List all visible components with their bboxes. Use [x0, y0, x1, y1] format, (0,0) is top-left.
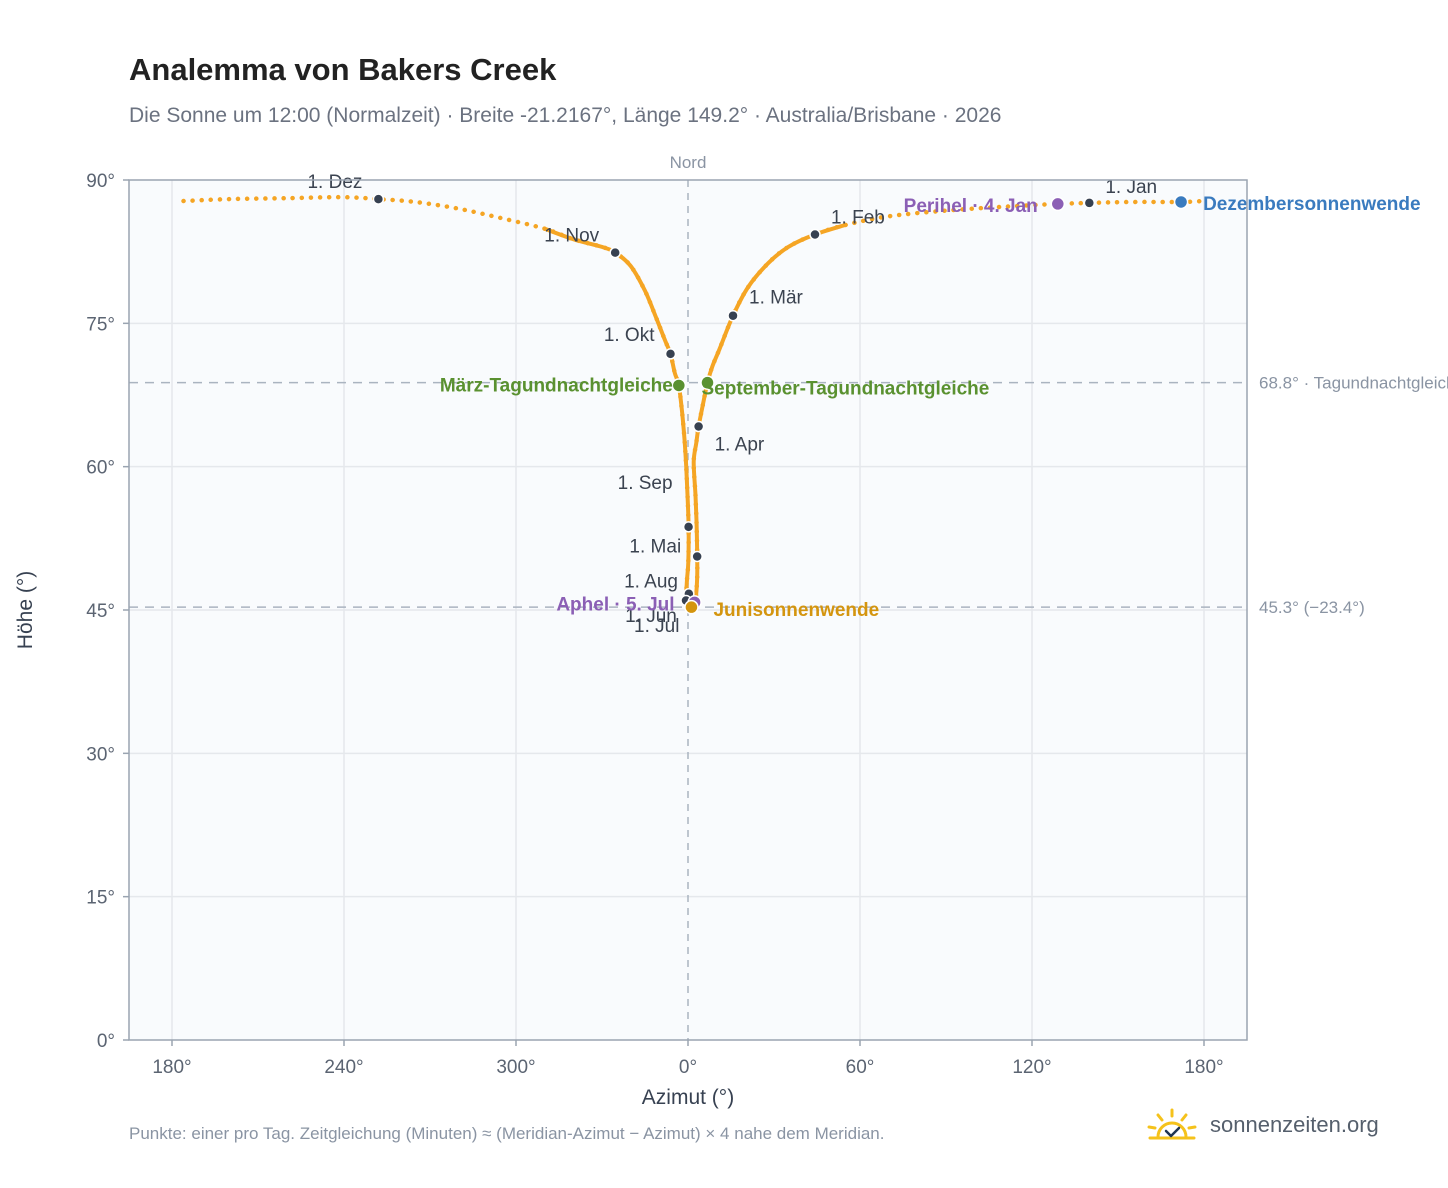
event-label: Dezembersonnenwende: [1203, 194, 1421, 215]
event-label: Perihel · 4. Jan: [904, 196, 1038, 217]
reference-line-label: 45.3° (−23.4°): [1259, 598, 1365, 617]
y-tick-label: 75°: [86, 314, 115, 335]
x-tick-label: 0°: [679, 1057, 697, 1078]
event-label: September-Tagundnachtgleiche: [701, 379, 989, 400]
event-label: Junisonnenwende: [713, 600, 879, 621]
event-marker-perihelion: [1050, 196, 1066, 212]
month-marker: [727, 309, 739, 322]
month-label: 1. Jan: [1105, 177, 1157, 198]
month-label: 1. Jun: [625, 606, 677, 627]
y-tick-label: 15°: [86, 888, 115, 909]
event-marker-winter-solstice: [1173, 194, 1189, 210]
month-marker: [664, 348, 677, 360]
month-label: 1. Nov: [544, 226, 599, 247]
y-tick-label: 90°: [86, 171, 115, 192]
month-marker: [809, 228, 821, 241]
month-label: 1. Apr: [715, 435, 765, 456]
month-label: 1. Aug: [624, 571, 678, 592]
y-tick-label: 0°: [97, 1031, 115, 1052]
x-tick-label: 60°: [846, 1057, 875, 1078]
x-tick-label: 180°: [152, 1057, 191, 1078]
footnote: Punkte: einer pro Tag. Zeitgleichung (Mi…: [129, 1124, 885, 1143]
month-marker: [682, 521, 695, 533]
month-marker: [691, 550, 703, 563]
y-tick-label: 60°: [86, 458, 115, 479]
y-tick-label: 45°: [86, 601, 115, 622]
month-marker: [1083, 197, 1096, 209]
reference-line-label: 68.8° · Tagundnachtgleiche: [1259, 374, 1448, 393]
event-marker-equinox: [700, 375, 715, 390]
brand-text: sonnenzeiten.org: [1210, 1112, 1379, 1137]
x-axis-label: Azimut (°): [642, 1086, 734, 1109]
chart-subtitle: Die Sonne um 12:00 (Normalzeit) · Breite…: [129, 104, 1002, 127]
month-label: 1. Mär: [749, 288, 804, 309]
x-tick-label: 120°: [1012, 1057, 1051, 1078]
north-label: Nord: [670, 153, 707, 172]
event-marker-equinox: [671, 378, 687, 393]
month-label: 1. Okt: [604, 325, 655, 346]
x-tick-label: 240°: [324, 1057, 363, 1078]
event-marker-summer-solstice: [684, 599, 699, 615]
month-label: 1. Sep: [618, 473, 673, 494]
brand-logo[interactable]: sonnenzeiten.org: [1146, 1100, 1379, 1150]
month-label: 1. Feb: [831, 207, 885, 228]
month-label: 1. Mai: [629, 536, 681, 557]
month-label: 1. Dez: [307, 172, 362, 193]
event-label: März-Tagundnachtgleiche: [440, 375, 673, 396]
chart-title: Analemma von Bakers Creek: [129, 52, 557, 87]
x-tick-label: 300°: [496, 1057, 535, 1078]
month-label: 1. Jul: [634, 616, 679, 637]
y-axis-label: Höhe (°): [14, 571, 37, 649]
x-tick-label: 180°: [1184, 1057, 1223, 1078]
y-tick-label: 30°: [86, 744, 115, 765]
sun-check-icon: [1147, 1108, 1197, 1140]
month-marker: [609, 246, 621, 259]
month-marker: [372, 193, 385, 205]
event-label: Aphel · 5. Jul: [556, 594, 674, 615]
month-marker: [692, 420, 705, 433]
